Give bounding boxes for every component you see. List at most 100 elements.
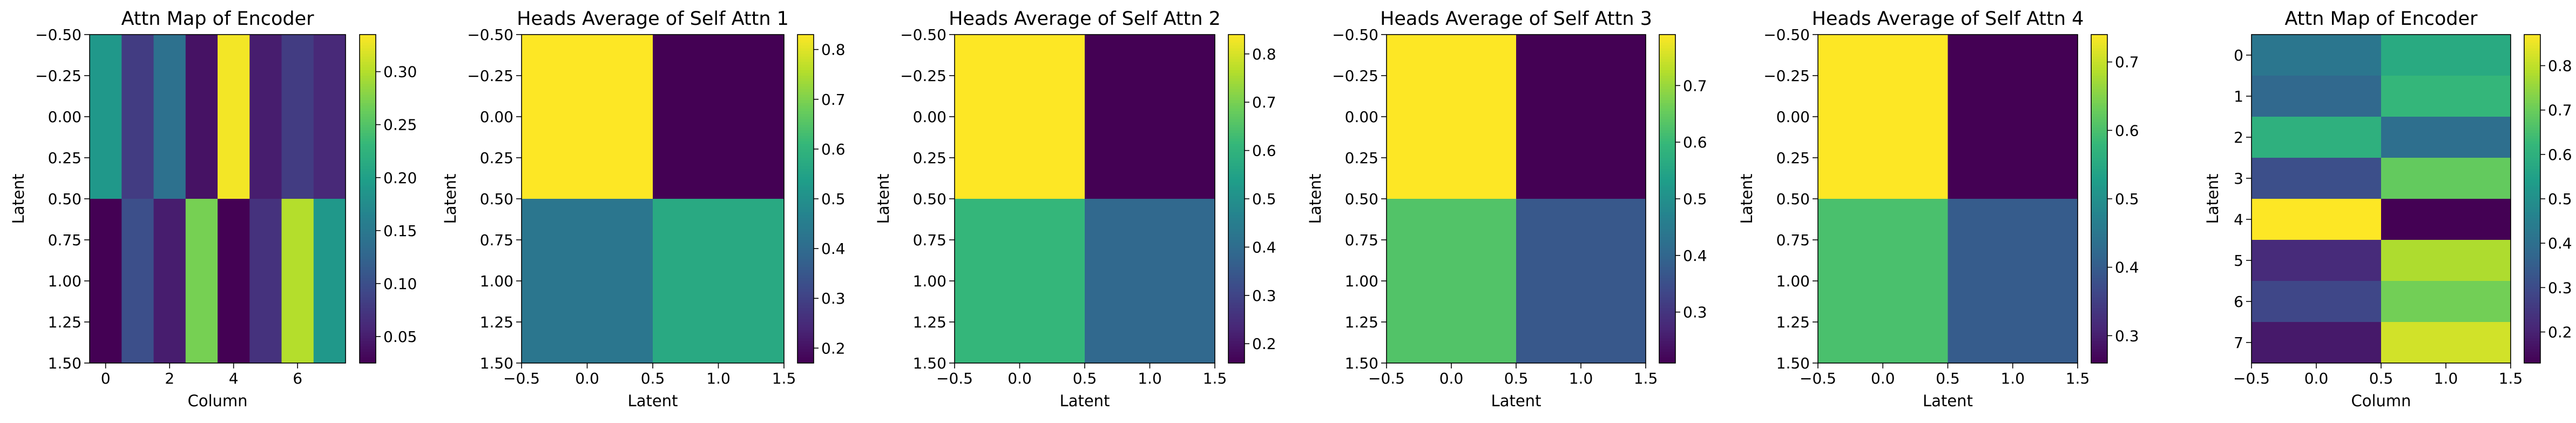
- heatmap-cell: [955, 199, 1085, 364]
- colorbar-segment: [2091, 289, 2107, 292]
- colorbar-segment: [2091, 190, 2107, 194]
- colorbar-segment: [2524, 76, 2540, 79]
- colorbar-segment: [797, 95, 814, 98]
- colorbar-segment: [1659, 212, 1675, 216]
- colorbar-segment: [360, 281, 376, 284]
- colorbar-segment: [2091, 48, 2107, 51]
- colorbar-segment: [2524, 48, 2540, 51]
- colorbar-segment: [2091, 40, 2107, 43]
- colorbar-segment: [2091, 117, 2107, 120]
- colorbar-segment: [2091, 308, 2107, 312]
- colorbar-segment: [797, 305, 814, 309]
- colorbar-segment: [2091, 360, 2107, 364]
- colorbar-segment: [1659, 35, 1675, 38]
- colorbar-segment: [2524, 43, 2540, 46]
- colorbar-segment: [1228, 105, 1245, 109]
- colorbar-segment: [360, 294, 376, 298]
- colorbar-segment: [797, 275, 814, 279]
- colorbar-segment: [2091, 103, 2107, 106]
- x-tick-label: 2: [165, 370, 174, 387]
- colorbar-segment: [1228, 234, 1245, 238]
- colorbar-tick-label: 0.7: [1683, 77, 1707, 95]
- colorbar-segment: [360, 237, 376, 240]
- colorbar-segment: [797, 117, 814, 120]
- colorbar-segment: [2524, 163, 2540, 166]
- colorbar-segment: [360, 207, 376, 210]
- colorbar-segment: [1228, 171, 1245, 174]
- colorbar-segment: [2091, 234, 2107, 238]
- colorbar-segment: [797, 103, 814, 106]
- colorbar-segment: [2524, 270, 2540, 273]
- colorbar: 0.05 0.10 0.15 0.20 0.25 0.30: [359, 34, 417, 364]
- colorbar-segment: [2091, 169, 2107, 172]
- colorbar-segment: [2524, 292, 2540, 295]
- colorbar-segment: [360, 103, 376, 106]
- colorbar-segment: [360, 187, 376, 191]
- colorbar-segment: [1228, 89, 1245, 92]
- colorbar-segment: [360, 325, 376, 328]
- colorbar-segment: [2091, 313, 2107, 317]
- colorbar-segment: [1228, 327, 1245, 331]
- colorbar-segment: [1659, 352, 1675, 355]
- colorbar-segment: [2091, 119, 2107, 123]
- colorbar-segment: [2524, 234, 2540, 238]
- colorbar-segment: [360, 84, 376, 87]
- colorbar-segment: [1659, 303, 1675, 306]
- colorbar-segment: [360, 267, 376, 271]
- colorbar-segment: [1659, 182, 1675, 186]
- heatmap-cell: [2252, 35, 2382, 76]
- colorbar-segment: [2524, 202, 2540, 205]
- colorbar-tick-label: 0.7: [2548, 102, 2572, 119]
- colorbar-segment: [1228, 354, 1245, 358]
- colorbar-segment: [797, 256, 814, 260]
- y-tick-label: 0.00: [1776, 108, 1810, 126]
- colorbar-segment: [360, 327, 376, 331]
- colorbar-segment: [2524, 144, 2540, 147]
- x-tick-label: 1.5: [1203, 370, 1227, 387]
- colorbar-segment: [797, 37, 814, 41]
- colorbar-segment: [2524, 275, 2540, 279]
- colorbar-segment: [1659, 84, 1675, 87]
- heatmap-cell: [2252, 199, 2382, 240]
- chart-title: Attn Map of Encoder: [121, 8, 314, 30]
- colorbar-segment: [1659, 294, 1675, 298]
- colorbar-segment: [1659, 281, 1675, 284]
- colorbar-segment: [360, 108, 376, 112]
- colorbar-segment: [797, 243, 814, 246]
- y-tick-label: −0.25: [1332, 67, 1378, 85]
- colorbar-segment: [1228, 141, 1245, 145]
- y-tick-label: 1.00: [913, 272, 946, 290]
- colorbar-segment: [360, 261, 376, 265]
- colorbar-segment: [2091, 319, 2107, 323]
- colorbar-segment: [360, 160, 376, 164]
- colorbar-segment: [1228, 330, 1245, 333]
- colorbar-segment: [1228, 78, 1245, 82]
- colorbar-segment: [1228, 212, 1245, 216]
- colorbar-segment: [2524, 179, 2540, 183]
- colorbar-segment: [797, 327, 814, 331]
- colorbar-segment: [797, 270, 814, 273]
- colorbar-segment: [1659, 267, 1675, 271]
- chart-title: Attn Map of Encoder: [2284, 8, 2478, 30]
- x-tick-label: 1.5: [772, 370, 796, 387]
- colorbar-segment: [360, 218, 376, 221]
- colorbar-segment: [1228, 122, 1245, 125]
- colorbar-segment: [797, 300, 814, 304]
- colorbar-segment: [360, 360, 376, 364]
- y-tick-label: 0.50: [913, 190, 946, 208]
- colorbar-tick-label: 0.2: [821, 339, 846, 357]
- colorbar-segment: [1228, 243, 1245, 246]
- colorbar-segment: [1659, 292, 1675, 295]
- colorbar-segment: [2091, 333, 2107, 336]
- colorbar-segment: [1228, 37, 1245, 41]
- colorbar-segment: [1228, 53, 1245, 57]
- colorbar-segment: [2091, 231, 2107, 235]
- colorbar-segment: [2524, 177, 2540, 180]
- colorbar-segment: [1659, 146, 1675, 150]
- colorbar-segment: [2524, 349, 2540, 353]
- colorbar-segment: [797, 316, 814, 320]
- colorbar-segment: [1659, 316, 1675, 320]
- colorbar-segment: [1228, 136, 1245, 139]
- colorbar-segment: [1228, 272, 1245, 276]
- colorbar-segment: [797, 56, 814, 60]
